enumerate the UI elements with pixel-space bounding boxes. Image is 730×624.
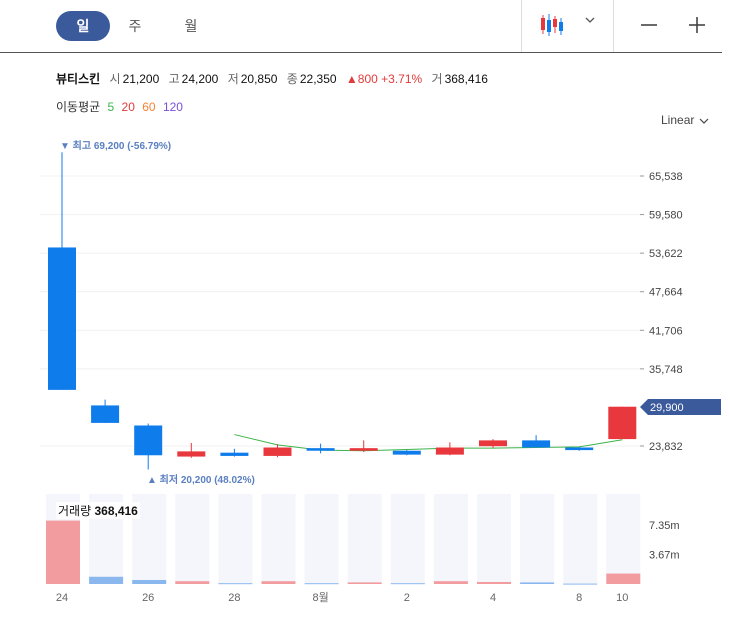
candle-body (565, 447, 594, 451)
y-tick-label: 65,538 (649, 171, 683, 183)
tab-monthly[interactable]: 월 (184, 18, 198, 34)
volume-bar (433, 581, 468, 584)
volume-label: 거 (431, 72, 443, 86)
volume-slot (261, 494, 296, 584)
candle-body (177, 451, 206, 457)
candle-body (392, 450, 421, 455)
change-value: ▲800 (345, 72, 378, 86)
x-tick-label: 28 (228, 592, 240, 604)
ma5-line (234, 434, 623, 452)
chevron-down-icon[interactable] (584, 14, 596, 28)
y-tick-label: 59,580 (649, 210, 683, 222)
x-tick-label: 10 (616, 592, 628, 604)
candle-body (479, 440, 507, 447)
candle-body (522, 440, 551, 448)
volume-panel-value: 368,416 (94, 504, 138, 518)
candle-body (48, 247, 76, 390)
ma-60[interactable]: 60 (142, 100, 156, 114)
candle-body (349, 448, 378, 451)
candle-body (220, 452, 249, 456)
volume-tick-label: 3.67m (649, 550, 680, 562)
volume-bar (390, 583, 425, 585)
zoom-in-button[interactable] (684, 12, 710, 38)
tab-weekly[interactable]: 주 (128, 18, 142, 34)
low-value: 20,850 (240, 72, 278, 86)
volume-slot (390, 494, 425, 584)
chart-toolbar: 일 주 월 (0, 0, 722, 53)
x-tick-label: 4 (490, 592, 496, 604)
candle-body (435, 447, 464, 455)
max-price-annotation: ▼ 최고 69,200 (-56.79%) (60, 139, 171, 152)
x-tick-label: 26 (142, 592, 154, 604)
volume-bar (304, 583, 339, 585)
ma-5[interactable]: 5 (107, 100, 115, 114)
scale-selector[interactable]: Linear (661, 113, 710, 127)
volume-slot (175, 494, 210, 584)
volume-bar (89, 576, 124, 584)
volume-slot (347, 494, 382, 584)
volume-bar (46, 520, 80, 584)
current-price-label: 29,900 (650, 402, 684, 414)
volume-bar (606, 573, 641, 584)
stock-name: 뷰티스킨 (56, 72, 101, 86)
low-label: 저 (227, 72, 239, 86)
volume-bar (477, 581, 511, 584)
volume-slot (433, 494, 468, 584)
volume-panel-title: 거래량 (58, 504, 92, 518)
volume-slot (520, 494, 555, 584)
chevron-down-icon (699, 118, 709, 124)
x-tick-label: 8월 (312, 591, 328, 604)
volume-slot (477, 494, 511, 584)
moving-average-legend: 이동평균 5 20 60 120 (56, 98, 187, 115)
ma-20[interactable]: 20 (121, 100, 135, 114)
y-tick-label: 35,748 (649, 364, 683, 376)
stock-summary: 뷰티스킨 시 21,200 고 24,200 저 20,850 종 22,350 ▲80… (56, 70, 494, 87)
min-price-annotation: ▲ 최저 20,200 (48.02%) (147, 473, 255, 486)
volume-slot (563, 494, 598, 584)
scale-label: Linear (661, 113, 695, 127)
volume-slot (304, 494, 339, 584)
volume-bar (563, 583, 598, 585)
volume-value: 368,416 (444, 72, 488, 86)
open-label: 시 (109, 72, 121, 86)
y-tick-label: 47,664 (649, 287, 683, 299)
volume-panel-label: 거래량 368,416 (56, 502, 140, 519)
high-value: 24,200 (181, 72, 219, 86)
volume-bar (261, 581, 296, 584)
tab-daily[interactable]: 일 (56, 11, 110, 41)
candle-body (91, 405, 120, 423)
candle-body (306, 448, 335, 451)
y-tick-label: 53,622 (649, 248, 683, 260)
high-label: 고 (168, 72, 180, 86)
toolbar-divider (613, 0, 614, 52)
zoom-out-button[interactable] (636, 12, 662, 38)
y-tick-label: 41,706 (649, 325, 683, 337)
candlestick-icon[interactable] (538, 12, 568, 38)
volume-slot (218, 494, 253, 584)
volume-bar (132, 579, 167, 584)
x-tick-label: 2 (404, 592, 410, 604)
candle-body (134, 425, 163, 456)
x-tick-label: 8 (576, 592, 582, 604)
open-value: 21,200 (122, 72, 160, 86)
volume-slot (606, 494, 641, 584)
close-value: 22,350 (299, 72, 337, 86)
candle-body (608, 406, 637, 440)
volume-bar (218, 583, 253, 585)
candle-body (263, 447, 292, 456)
toolbar-divider (521, 0, 522, 52)
volume-tick-label: 7.35m (649, 520, 680, 532)
volume-bar (520, 582, 555, 584)
volume-bar (347, 582, 382, 584)
y-tick-label: 23,832 (649, 441, 683, 453)
current-price-tag: 29,900 (640, 399, 721, 415)
ma-120[interactable]: 120 (162, 100, 183, 114)
volume-bar (175, 581, 210, 584)
change-percent: +3.71% (381, 72, 423, 86)
x-tick-label: 24 (56, 592, 68, 604)
ma-label: 이동평균 (56, 100, 101, 114)
close-label: 종 (286, 72, 298, 86)
